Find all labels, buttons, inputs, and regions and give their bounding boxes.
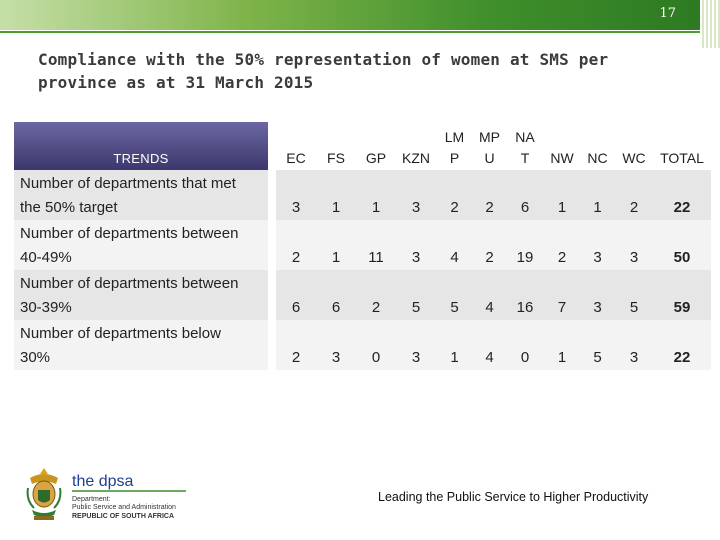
logo-department: Department: bbox=[72, 496, 111, 503]
header-lmp-line2: P bbox=[449, 150, 460, 166]
cell-lmp: 2 bbox=[436, 170, 473, 220]
table-row: Number of departments below 30% 2 3 0 3 1… bbox=[14, 320, 711, 370]
cell-total: 50 bbox=[653, 220, 711, 270]
cell-lmp: 1 bbox=[436, 320, 473, 370]
coat-of-arms-icon bbox=[26, 468, 62, 520]
header-fs: FS bbox=[316, 122, 356, 170]
row-label-line1: Number of departments below bbox=[20, 325, 221, 342]
slide-title-line2: province as at 31 March 2015 bbox=[38, 73, 314, 92]
cell-gp: 1 bbox=[356, 170, 396, 220]
row-gap bbox=[268, 270, 276, 320]
cell-lmp: 4 bbox=[436, 220, 473, 270]
cell-kzn: 3 bbox=[396, 320, 436, 370]
cell-ec: 6 bbox=[276, 270, 316, 320]
table-header-row: TRENDS EC FS GP KZN LM P MP U NA T NW NC WC… bbox=[14, 122, 711, 170]
header-mpu-line2: U bbox=[484, 150, 495, 166]
row-gap bbox=[268, 170, 276, 220]
row-label-line2: 30% bbox=[20, 349, 51, 366]
cell-nc: 5 bbox=[580, 320, 615, 370]
cell-wc: 5 bbox=[615, 270, 653, 320]
header-kzn: KZN bbox=[396, 122, 436, 170]
footer-tagline: Leading the Public Service to Higher Pro… bbox=[378, 490, 649, 504]
row-label-line1: Number of departments between bbox=[20, 225, 239, 242]
cell-nc: 3 bbox=[580, 270, 615, 320]
top-banner: 17 bbox=[0, 0, 700, 30]
row-gap bbox=[268, 320, 276, 370]
slide-title: Compliance with the 50% representation o… bbox=[38, 48, 658, 94]
header-trends: TRENDS bbox=[14, 122, 268, 170]
table-row: Number of departments between 30-39% 6 6 … bbox=[14, 270, 711, 320]
row-gap bbox=[268, 220, 276, 270]
compliance-table: TRENDS EC FS GP KZN LM P MP U NA T NW NC WC… bbox=[14, 122, 711, 370]
cell-kzn: 3 bbox=[396, 220, 436, 270]
cell-nc: 3 bbox=[580, 220, 615, 270]
cell-fs: 1 bbox=[316, 220, 356, 270]
page-number: 17 bbox=[659, 6, 676, 21]
logo-department-name: Public Service and Administration bbox=[72, 504, 176, 511]
cell-mpu: 2 bbox=[473, 170, 506, 220]
row-label-line2: 30-39% bbox=[20, 299, 72, 316]
cell-fs: 3 bbox=[316, 320, 356, 370]
header-gp: GP bbox=[356, 122, 396, 170]
header-lmp-line1: LM bbox=[444, 129, 465, 145]
cell-fs: 6 bbox=[316, 270, 356, 320]
cell-gp: 0 bbox=[356, 320, 396, 370]
header-wc: WC bbox=[615, 122, 653, 170]
table-row: Number of departments that met the 50% ta… bbox=[14, 170, 711, 220]
cell-nat: 0 bbox=[506, 320, 544, 370]
table-row: Number of departments between 40-49% 2 1 … bbox=[14, 220, 711, 270]
cell-nw: 2 bbox=[544, 220, 580, 270]
header-mpu: MP U bbox=[473, 122, 506, 170]
header-gap bbox=[268, 122, 276, 170]
row-label-line1: Number of departments between bbox=[20, 275, 239, 292]
cell-nc: 1 bbox=[580, 170, 615, 220]
header-mpu-line1: MP bbox=[479, 129, 500, 145]
cell-mpu: 4 bbox=[473, 320, 506, 370]
row-label-line2: the 50% target bbox=[20, 199, 118, 216]
dpsa-logo: the dpsa Department: Public Service and … bbox=[26, 468, 186, 520]
cell-nat: 16 bbox=[506, 270, 544, 320]
decorative-stripes bbox=[702, 0, 720, 48]
cell-wc: 2 bbox=[615, 170, 653, 220]
banner-underline bbox=[0, 31, 700, 33]
header-nat: NA T bbox=[506, 122, 544, 170]
cell-ec: 2 bbox=[276, 320, 316, 370]
row-label-line2: 40-49% bbox=[20, 249, 72, 266]
row-label: Number of departments that met the 50% ta… bbox=[14, 170, 268, 220]
cell-kzn: 3 bbox=[396, 170, 436, 220]
row-label-line1: Number of departments that met bbox=[20, 175, 236, 192]
header-nw: NW bbox=[544, 122, 580, 170]
cell-fs: 1 bbox=[316, 170, 356, 220]
cell-ec: 2 bbox=[276, 220, 316, 270]
row-label: Number of departments below 30% bbox=[14, 320, 268, 370]
cell-nw: 1 bbox=[544, 320, 580, 370]
cell-gp: 2 bbox=[356, 270, 396, 320]
cell-lmp: 5 bbox=[436, 270, 473, 320]
logo-name: the dpsa bbox=[72, 473, 133, 490]
cell-total: 59 bbox=[653, 270, 711, 320]
cell-wc: 3 bbox=[615, 220, 653, 270]
row-label: Number of departments between 30-39% bbox=[14, 270, 268, 320]
cell-total: 22 bbox=[653, 170, 711, 220]
header-total: TOTAL bbox=[653, 122, 711, 170]
cell-nat: 6 bbox=[506, 170, 544, 220]
header-ec: EC bbox=[276, 122, 316, 170]
cell-wc: 3 bbox=[615, 320, 653, 370]
header-nat-line2: T bbox=[520, 150, 530, 166]
header-nat-line1: NA bbox=[515, 129, 535, 145]
cell-kzn: 5 bbox=[396, 270, 436, 320]
cell-nat: 19 bbox=[506, 220, 544, 270]
header-nc: NC bbox=[580, 122, 615, 170]
logo-country: REPUBLIC OF SOUTH AFRICA bbox=[72, 513, 174, 520]
header-lmp: LM P bbox=[436, 122, 473, 170]
row-label: Number of departments between 40-49% bbox=[14, 220, 268, 270]
cell-mpu: 2 bbox=[473, 220, 506, 270]
cell-nw: 1 bbox=[544, 170, 580, 220]
slide-title-line1: Compliance with the 50% representation o… bbox=[38, 50, 609, 69]
cell-nw: 7 bbox=[544, 270, 580, 320]
cell-ec: 3 bbox=[276, 170, 316, 220]
cell-gp: 11 bbox=[356, 220, 396, 270]
cell-total: 22 bbox=[653, 320, 711, 370]
cell-mpu: 4 bbox=[473, 270, 506, 320]
